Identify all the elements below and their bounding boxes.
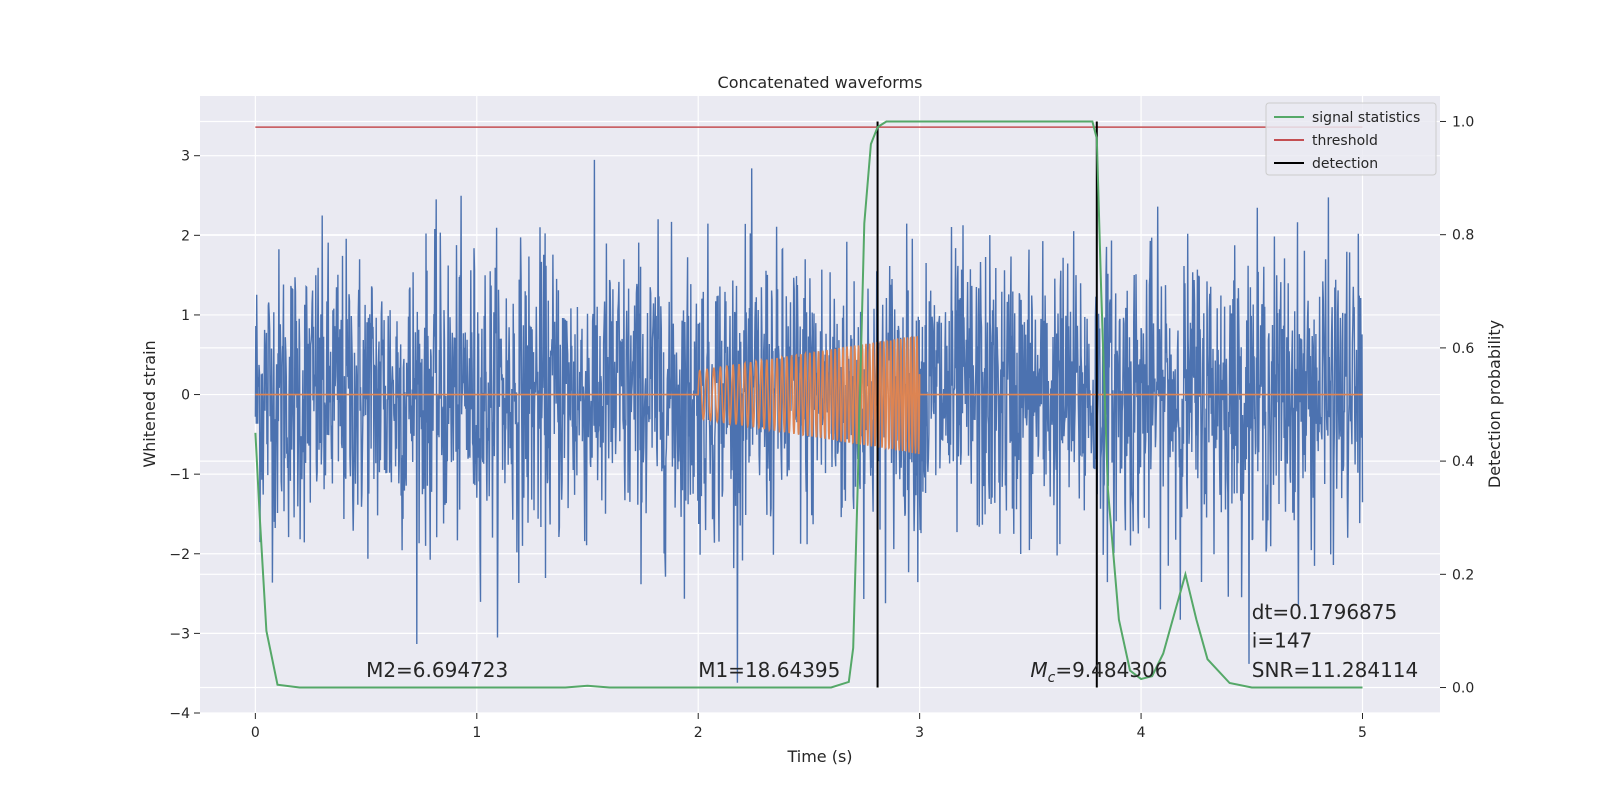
y2-axis: 0.0 0.2 0.4 0.6 0.8 1.0 bbox=[1440, 114, 1474, 697]
y-axis-label: Whitened strain bbox=[140, 340, 159, 467]
noise-series bbox=[254, 159, 1364, 683]
probability-series bbox=[254, 120, 1363, 689]
legend-label: detection bbox=[1312, 156, 1378, 172]
y2-axis-label: Detection probability bbox=[1485, 320, 1504, 488]
signal-statistics-line bbox=[254, 120, 1363, 689]
y2-tick-label: 0.2 bbox=[1452, 567, 1474, 583]
annotation: dt=0.1796875 bbox=[1252, 600, 1397, 624]
x-tick-label: 1 bbox=[472, 725, 481, 741]
x-tick-label: 3 bbox=[915, 725, 924, 741]
x-tick-label: 5 bbox=[1358, 725, 1367, 741]
noise-line bbox=[254, 159, 1364, 683]
chirp-line bbox=[255, 335, 1363, 455]
y-tick-label: 3 bbox=[181, 149, 190, 165]
annotation: SNR=11.284114 bbox=[1252, 658, 1418, 682]
annotation: M2=6.694723 bbox=[366, 658, 508, 682]
x-tick-label: 0 bbox=[251, 725, 260, 741]
legend-label: signal statistics bbox=[1312, 110, 1420, 126]
annotation: Mc=9.484306 bbox=[1030, 658, 1167, 686]
y2-tick-label: 0.4 bbox=[1452, 454, 1474, 470]
legend: signal statistics threshold detection bbox=[1265, 102, 1437, 176]
y2-tick-label: 0.0 bbox=[1452, 681, 1474, 697]
y2-tick-label: 1.0 bbox=[1452, 114, 1474, 130]
chirp-series bbox=[255, 335, 1363, 455]
y-tick-label: 2 bbox=[181, 228, 190, 244]
y-tick-label: −4 bbox=[169, 706, 190, 722]
legend-label: threshold bbox=[1312, 133, 1378, 149]
y-tick-label: −3 bbox=[169, 626, 190, 642]
x-tick-label: 2 bbox=[694, 725, 703, 741]
x-tick-label: 4 bbox=[1137, 725, 1146, 741]
y-tick-label: −1 bbox=[169, 467, 190, 483]
y-tick-label: −2 bbox=[169, 547, 190, 563]
y2-tick-label: 0.8 bbox=[1452, 228, 1474, 244]
y2-tick-label: 0.6 bbox=[1452, 341, 1474, 357]
x-axis-label: Time (s) bbox=[786, 747, 852, 766]
x-axis: 0 1 2 3 4 5 bbox=[251, 713, 1367, 741]
annotations: M2=6.694723 M1=18.64395 Mc=9.484306 dt=0.17… bbox=[366, 600, 1418, 686]
y-tick-label: 1 bbox=[181, 308, 190, 324]
annotation: M1=18.64395 bbox=[698, 658, 840, 682]
annotation: i=147 bbox=[1252, 629, 1313, 653]
y-tick-label: 0 bbox=[181, 388, 190, 404]
y-axis: −4 −3 −2 −1 0 1 2 3 bbox=[169, 149, 200, 722]
chart-title: Concatenated waveforms bbox=[718, 73, 923, 92]
legend-box bbox=[1265, 102, 1437, 176]
